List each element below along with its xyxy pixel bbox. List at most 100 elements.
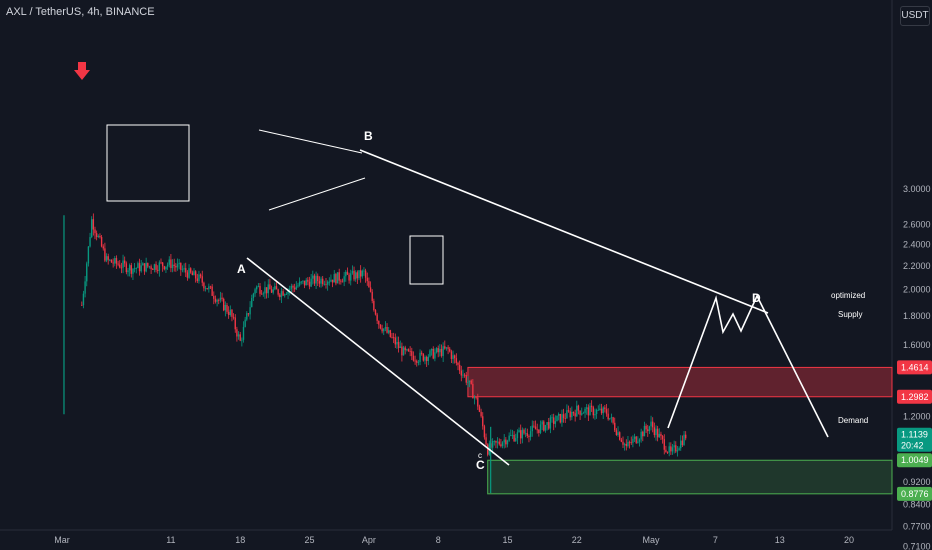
candle-body	[363, 270, 365, 272]
candle-body	[229, 309, 231, 316]
candle-body	[551, 417, 553, 419]
candle-body	[487, 444, 489, 455]
candle-body	[244, 319, 246, 327]
candle-body	[462, 374, 464, 376]
candle-body	[320, 278, 322, 284]
candle-body	[378, 320, 380, 325]
candle-body	[675, 445, 677, 452]
candle-body	[122, 260, 124, 268]
candle-body	[592, 407, 594, 416]
candle-body	[402, 347, 405, 356]
down-arrow-icon	[74, 62, 90, 80]
candle-body	[112, 262, 114, 264]
x-tick-label: 22	[572, 535, 582, 545]
candle-body	[219, 297, 222, 301]
candle-body	[553, 417, 555, 424]
candle-body	[295, 286, 297, 290]
candle-body	[272, 289, 274, 293]
candle-body	[298, 281, 301, 286]
pennant-upper-line	[258, 129, 363, 154]
candle-body	[619, 432, 621, 440]
candle-body	[237, 334, 240, 337]
candle-body	[292, 285, 294, 288]
candle-body	[676, 450, 679, 452]
candle-body	[297, 285, 299, 287]
candle-body	[114, 258, 116, 264]
candle-body	[427, 356, 429, 362]
demand-bottom-badge-label: 0.8776	[901, 489, 929, 499]
candle-body	[208, 286, 210, 290]
price-axis: 3.0000 2.6000 2.4000 2.2000 2.0000 1.8000 1.60…	[903, 184, 931, 550]
candle-body	[569, 411, 571, 418]
candle-body	[411, 351, 413, 356]
candle-body	[661, 436, 664, 440]
candle-body	[284, 294, 286, 296]
candle-body	[432, 348, 434, 359]
candle-body	[318, 281, 321, 284]
candle-body	[173, 264, 175, 267]
candle-body	[132, 268, 134, 274]
candle-body	[505, 439, 507, 445]
candle-body	[92, 219, 95, 230]
candle-body	[467, 381, 469, 383]
candle-body	[180, 262, 182, 270]
candle-body	[335, 274, 337, 284]
candle-body	[394, 337, 396, 345]
candle-body	[663, 439, 665, 450]
candle-body	[556, 415, 558, 422]
candle-body	[520, 430, 522, 439]
candle-body	[259, 286, 261, 294]
x-tick-label: 13	[775, 535, 785, 545]
drawings-layer: A B c C D optimized Supply Demand	[74, 62, 868, 472]
candle-body	[165, 266, 167, 270]
candle-body	[119, 264, 121, 268]
supply-zone	[467, 366, 893, 398]
candle-body	[482, 416, 484, 427]
optimized-label: optimized	[831, 291, 865, 300]
candle-body	[376, 314, 378, 321]
candle-body	[515, 438, 517, 442]
y-tick-label: 0.8400	[903, 500, 931, 510]
candle-body	[315, 275, 317, 284]
x-tick-label: Mar	[54, 535, 70, 545]
candle-body	[500, 444, 502, 447]
candle-body	[176, 264, 179, 268]
candle-body	[501, 442, 504, 447]
candle-body	[381, 328, 383, 332]
candle-body	[340, 280, 342, 282]
candle-body	[526, 433, 528, 436]
candle-body	[99, 235, 101, 238]
candle-body	[270, 289, 273, 293]
candle-body	[513, 434, 515, 442]
candle-body	[491, 441, 494, 448]
candle-body	[91, 219, 93, 238]
candle-body	[434, 352, 436, 359]
candle-body	[203, 282, 205, 289]
candle-body	[236, 329, 238, 337]
bc-trendline	[359, 149, 769, 314]
candle-body	[518, 430, 520, 433]
candle-body	[325, 283, 327, 285]
zones	[467, 366, 893, 495]
y-tick-label: 0.9200	[903, 477, 931, 487]
candle-body	[609, 418, 611, 420]
currency-button[interactable]: USDT	[900, 6, 930, 26]
candle-body	[153, 264, 156, 270]
candle-body	[620, 439, 623, 442]
candle-body	[524, 433, 527, 435]
candle-body	[196, 278, 198, 282]
countdown-label: 20:42	[901, 441, 924, 451]
candle-body	[470, 380, 472, 384]
candle-body	[612, 417, 614, 423]
candle-body	[543, 421, 545, 431]
x-tick-label: 15	[502, 535, 512, 545]
candle-body	[506, 440, 509, 445]
candle-body	[213, 295, 215, 299]
candle-body	[86, 263, 88, 282]
candle-body	[460, 370, 462, 376]
candle-body	[204, 288, 207, 290]
candle-body	[582, 412, 585, 414]
candle-body	[383, 328, 385, 332]
candle-body	[647, 429, 649, 432]
